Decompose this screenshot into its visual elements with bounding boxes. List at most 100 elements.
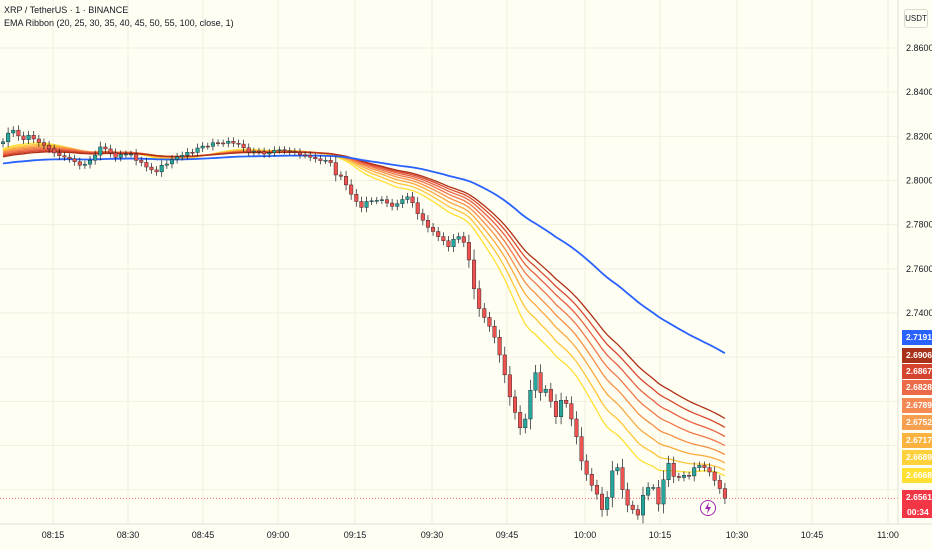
candle-down <box>16 129 21 137</box>
candle-down <box>466 242 471 261</box>
candle-up <box>251 150 256 153</box>
candle-up <box>323 159 328 162</box>
price-pill-label: 2.6752 <box>906 417 932 427</box>
candle-down <box>420 213 425 221</box>
candle-down <box>103 146 108 150</box>
candle-up <box>641 494 646 516</box>
candle-down <box>72 158 77 162</box>
candle-down <box>589 474 594 486</box>
candle-down <box>113 152 118 158</box>
candle-down <box>67 156 72 160</box>
candle-down <box>359 201 364 208</box>
ema-line-45 <box>2 148 726 438</box>
ema-line-100 <box>2 154 726 354</box>
candle-up <box>180 155 185 158</box>
candle-up <box>6 132 11 143</box>
chart-legend: XRP / TetherUS · 1 · BINANCE EMA Ribbon … <box>4 4 234 30</box>
candle-up <box>26 135 31 140</box>
price-labels: 2.7191 2.6906 2.6867 2.6828 2.6789 2.6752 2.67… <box>902 330 932 518</box>
candle-down <box>594 485 599 495</box>
candle-down <box>553 401 558 417</box>
candle-down <box>635 509 640 516</box>
candle-down <box>584 460 589 475</box>
candle-up <box>1 141 5 144</box>
candle-down <box>538 372 543 393</box>
candle-down <box>287 150 292 152</box>
candle-up <box>118 154 123 158</box>
price-tick-label: 2.8400 <box>906 87 932 97</box>
symbol-title[interactable]: XRP / TetherUS · 1 · BINANCE <box>4 5 129 15</box>
candle-down <box>620 467 625 490</box>
candle-up <box>646 487 651 496</box>
candle-down <box>410 196 415 204</box>
price-pill-label: 2.6717 <box>906 435 932 445</box>
candle-down <box>297 152 302 156</box>
lightning-glyph <box>705 502 711 514</box>
candle-down <box>303 154 308 157</box>
candle-down <box>328 159 333 163</box>
price-pill-label: 2.6689 <box>906 452 932 462</box>
candle-down <box>154 169 159 173</box>
candle-up <box>692 467 697 477</box>
time-tick-label: 08:15 <box>42 530 65 540</box>
price-tick-label: 2.8200 <box>906 131 932 141</box>
lightning-icon[interactable] <box>700 500 716 516</box>
candle-down <box>21 135 26 140</box>
time-tick-label: 10:15 <box>649 530 672 540</box>
candle-down <box>502 354 507 376</box>
time-axis[interactable]: 08:15 08:30 08:45 09:00 09:15 09:30 09:45 10:00… <box>0 523 932 540</box>
countdown-pill <box>902 505 932 518</box>
time-tick-label: 09:00 <box>267 530 290 540</box>
candle-down <box>313 157 318 160</box>
price-pill <box>902 398 932 413</box>
candle-down <box>487 317 492 327</box>
candle-up <box>200 145 205 149</box>
candle-down <box>57 152 62 156</box>
candle-up <box>400 199 405 204</box>
candle-up <box>605 497 610 510</box>
candle-down <box>52 148 57 154</box>
candle-up <box>405 196 410 200</box>
candle-up <box>395 203 400 207</box>
time-tick-label: 08:30 <box>117 530 140 540</box>
candle-down <box>676 476 681 478</box>
candle-down <box>31 135 36 140</box>
candle-down <box>722 488 727 499</box>
candle-down <box>513 396 518 413</box>
candle-up <box>533 372 538 391</box>
candle-down <box>216 142 221 144</box>
candle-down <box>390 202 395 207</box>
price-pill <box>902 433 932 448</box>
time-tick-label: 09:30 <box>421 530 444 540</box>
ema-line-20 <box>2 142 726 477</box>
price-pill <box>902 450 932 465</box>
time-tick-label: 10:30 <box>726 530 749 540</box>
candle-down <box>564 400 569 404</box>
price-axis[interactable]: 2.8600 2.8400 2.8200 2.8000 2.7800 2.7600 2.74… <box>897 0 932 550</box>
ema-ribbon <box>2 142 726 477</box>
candle-up <box>88 159 93 165</box>
indicator-legend[interactable]: EMA Ribbon (20, 25, 30, 35, 40, 45, 50, … <box>4 18 234 28</box>
candle-down <box>344 176 349 186</box>
candle-down <box>62 155 67 158</box>
candle-up <box>123 153 128 156</box>
price-tick-label: 2.8000 <box>906 176 932 186</box>
candle-up <box>559 400 564 417</box>
candle-up <box>272 150 277 153</box>
candle-up <box>451 239 456 247</box>
candlesticks[interactable] <box>1 125 727 524</box>
candle-up <box>159 165 164 173</box>
candle-down <box>47 144 52 150</box>
candle-down <box>385 199 390 204</box>
price-pill-label: 2.7191 <box>906 332 932 342</box>
candle-up <box>379 199 384 201</box>
time-tick-label: 10:45 <box>801 530 824 540</box>
currency-button[interactable]: USDT <box>904 9 928 28</box>
candle-down <box>257 150 262 153</box>
candle-down <box>446 240 451 247</box>
candle-down <box>231 140 236 144</box>
candle-down <box>472 259 477 289</box>
candle-up <box>651 487 656 489</box>
candle-down <box>139 160 144 163</box>
